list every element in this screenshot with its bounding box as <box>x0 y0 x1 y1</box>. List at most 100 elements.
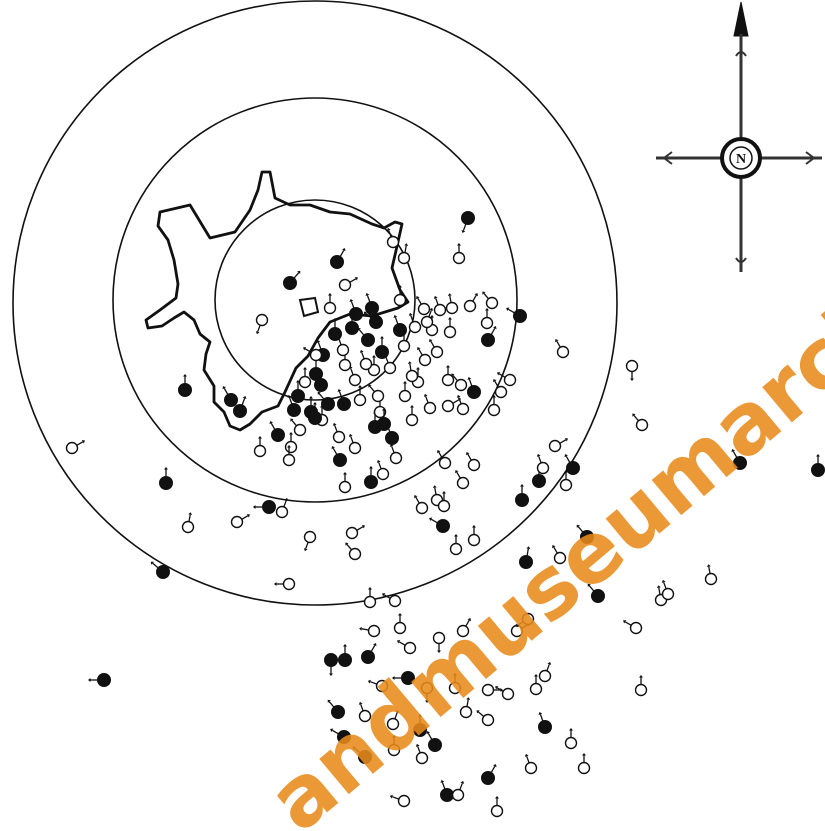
impact-marker-filled <box>467 377 481 399</box>
impact-marker-open <box>253 436 267 458</box>
impact-marker-open <box>467 525 481 547</box>
ring-outer <box>12 0 618 606</box>
impact-marker-open <box>704 564 718 586</box>
impact-marker-open <box>623 620 643 635</box>
impact-marker-filled <box>587 583 605 603</box>
impact-marker-open <box>559 470 573 492</box>
impact-marker-open <box>363 587 377 609</box>
impact-marker-filled <box>506 307 527 323</box>
impact-marker-open <box>338 277 358 292</box>
impact-marker-filled <box>576 524 594 544</box>
impact-marker-filled <box>88 673 111 687</box>
impact-marker-open <box>275 497 289 519</box>
impact-marker-filled <box>481 326 497 347</box>
impact-marker-open <box>397 243 411 265</box>
impact-marker-open <box>405 361 419 383</box>
impact-marker-filled <box>337 389 351 411</box>
impact-marker-open <box>415 743 429 765</box>
impact-marker-filled <box>330 728 351 744</box>
impact-marker-filled <box>150 561 170 579</box>
impact-marker-open <box>538 661 552 683</box>
impact-marker-open <box>548 438 568 453</box>
impact-marker-open <box>564 728 578 750</box>
impact-marker-filled <box>345 312 359 335</box>
impact-marker-filled <box>291 380 305 403</box>
impact-marker-open <box>482 291 499 310</box>
impact-marker-open <box>455 470 470 490</box>
impact-marker-open <box>284 432 298 454</box>
impact-marker-open <box>481 683 503 697</box>
city-outline <box>144 170 410 432</box>
impact-marker-filled <box>308 402 322 425</box>
impact-marker-open <box>303 347 323 362</box>
impact-marker-open <box>338 472 352 494</box>
impact-marker-open <box>323 293 337 315</box>
compass-north-letter: N <box>736 152 746 167</box>
impact-marker-open <box>345 542 362 561</box>
impact-marker-filled <box>481 764 497 785</box>
impact-marker-open <box>282 445 296 467</box>
impact-marker-open <box>397 331 411 353</box>
impact-marker-open <box>336 335 350 357</box>
distance-rings <box>12 0 618 606</box>
impact-marker-filled <box>159 467 173 490</box>
impact-marker-filled <box>413 714 427 737</box>
impact-marker-filled <box>440 780 454 802</box>
impact-marker-open <box>348 433 362 455</box>
impact-marker-open <box>529 674 543 696</box>
impact-marker-open <box>230 514 250 529</box>
impact-marker-open <box>429 339 444 359</box>
impact-marker-filled <box>269 421 285 442</box>
impact-marker-filled <box>426 731 442 752</box>
impact-marker-open <box>495 686 515 701</box>
impact-marker-open <box>437 491 451 513</box>
impact-marker-open <box>452 243 466 265</box>
impact-marker-open <box>515 612 535 627</box>
impact-marker-open <box>416 296 431 316</box>
impact-marker-filled <box>287 395 301 417</box>
impact-marker-filled <box>317 391 335 411</box>
compass-rose: N <box>656 1 822 272</box>
impact-marker-open <box>420 681 434 703</box>
impact-marker-open <box>552 545 567 565</box>
impact-marker-filled <box>519 546 533 569</box>
impact-marker-open <box>441 398 461 413</box>
impact-marker-open <box>524 753 538 775</box>
impact-markers <box>65 211 825 818</box>
impact-marker-open <box>449 534 463 556</box>
impact-marker-filled <box>327 699 345 719</box>
impact-marker-filled <box>363 311 383 329</box>
impact-marker-open <box>443 317 457 339</box>
impact-marker-open <box>348 365 362 387</box>
impact-marker-filled <box>330 248 346 269</box>
impact-marker-filled <box>731 449 747 470</box>
impact-marker-open <box>405 405 419 427</box>
impact-marker-filled <box>349 299 363 321</box>
impact-marker-filled <box>314 370 328 392</box>
impact-marker-open <box>393 285 407 307</box>
impact-marker-open <box>398 381 412 403</box>
impact-marker-filled <box>361 643 377 664</box>
impact-marker-filled <box>392 671 415 685</box>
impact-marker-open <box>441 365 455 387</box>
city-outline-detail <box>298 296 320 318</box>
impact-marker-filled <box>365 293 379 315</box>
impact-marker-open <box>393 613 407 635</box>
impact-marker-filled <box>331 446 347 467</box>
impact-marker-open <box>493 379 508 399</box>
impact-marker-open <box>368 384 385 403</box>
impact-marker-filled <box>222 386 238 407</box>
impact-marker-filled <box>377 408 391 431</box>
impact-marker-open <box>476 710 495 727</box>
impact-marker-open <box>577 753 591 775</box>
impact-marker-open <box>451 780 465 802</box>
impact-marker-filled <box>283 270 301 290</box>
impact-marker-open <box>255 313 269 335</box>
impact-marker-open <box>386 227 400 249</box>
impact-marker-filled <box>338 644 352 667</box>
impact-marker-open <box>466 452 481 472</box>
impact-marker-filled <box>364 466 378 489</box>
ring-inner <box>214 199 416 401</box>
impact-marker-filled <box>324 653 338 676</box>
impact-marker-open <box>332 422 346 444</box>
